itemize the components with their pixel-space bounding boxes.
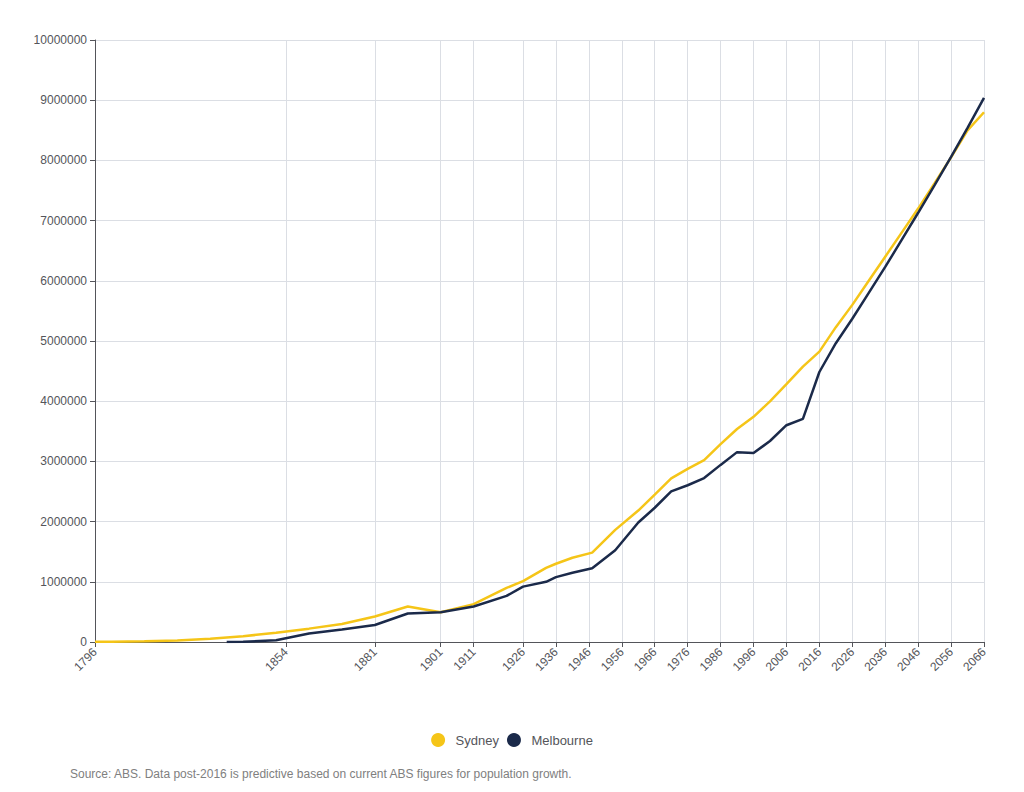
svg-text:7000000: 7000000	[40, 214, 87, 228]
svg-text:1881: 1881	[351, 645, 380, 674]
svg-text:1926: 1926	[499, 645, 528, 674]
svg-text:2006: 2006	[763, 645, 792, 674]
svg-text:8000000: 8000000	[40, 153, 87, 167]
svg-text:2056: 2056	[927, 645, 956, 674]
svg-text:2000000: 2000000	[40, 515, 87, 529]
svg-text:Melbourne: Melbourne	[531, 733, 592, 748]
svg-text:9000000: 9000000	[40, 93, 87, 107]
svg-text:1901: 1901	[417, 645, 446, 674]
svg-text:2026: 2026	[828, 645, 857, 674]
svg-text:3000000: 3000000	[40, 454, 87, 468]
svg-text:1966: 1966	[631, 645, 660, 674]
svg-text:1956: 1956	[598, 645, 627, 674]
svg-text:1796: 1796	[71, 645, 100, 674]
svg-text:1976: 1976	[664, 645, 693, 674]
svg-text:6000000: 6000000	[40, 274, 87, 288]
svg-text:2046: 2046	[894, 645, 923, 674]
svg-text:Source: ABS. Data post-2016 is: Source: ABS. Data post-2016 is predictiv…	[70, 767, 572, 781]
svg-text:1854: 1854	[262, 645, 291, 674]
svg-text:1911: 1911	[450, 645, 478, 673]
svg-text:4000000: 4000000	[40, 394, 87, 408]
svg-text:5000000: 5000000	[40, 334, 87, 348]
svg-text:10000000: 10000000	[34, 33, 88, 47]
svg-text:2066: 2066	[960, 645, 989, 674]
svg-text:1000000: 1000000	[40, 575, 87, 589]
svg-text:Sydney: Sydney	[456, 733, 500, 748]
svg-text:1986: 1986	[697, 645, 726, 674]
svg-text:2036: 2036	[861, 645, 890, 674]
svg-text:0: 0	[80, 635, 87, 649]
svg-text:1936: 1936	[532, 645, 561, 674]
svg-text:1946: 1946	[565, 645, 594, 674]
svg-text:1996: 1996	[730, 645, 759, 674]
svg-text:2016: 2016	[796, 645, 825, 674]
